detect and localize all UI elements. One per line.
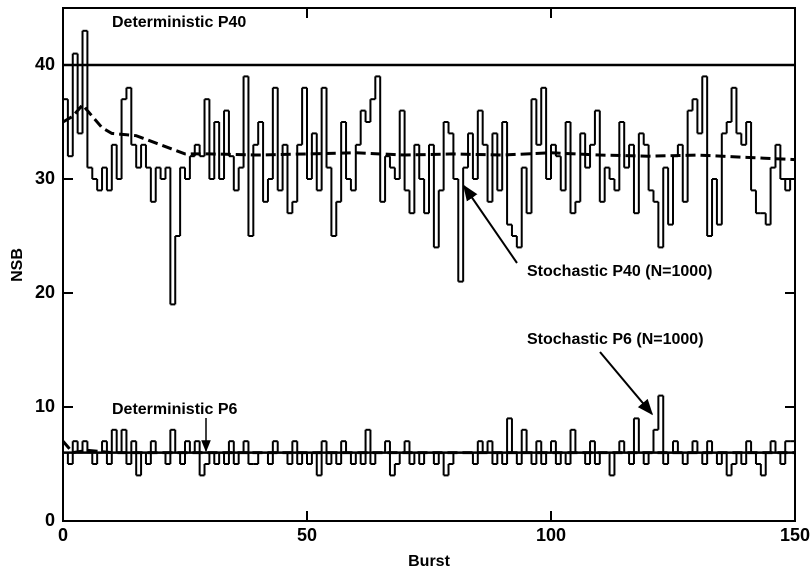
arrow <box>599 351 654 416</box>
y-tick-label: 30 <box>35 168 55 188</box>
x-axis-label: Burst <box>408 553 450 570</box>
y-tick-label: 10 <box>35 396 55 416</box>
series-label: Stochastic P6 (N=1000) <box>527 331 704 348</box>
running-mean-line <box>62 102 796 162</box>
y-tick-label: 0 <box>45 510 55 530</box>
plot-frame <box>62 7 796 522</box>
y-tick-label: 40 <box>35 54 55 74</box>
x-tick-label: 100 <box>536 525 566 545</box>
series-label: Deterministic P40 <box>112 14 246 31</box>
running-mean-line <box>61 440 795 455</box>
series-label: Deterministic P6 <box>112 401 237 418</box>
y-tick-label: 20 <box>35 282 55 302</box>
arrow <box>463 184 518 264</box>
series-label: Stochastic P40 (N=1000) <box>527 263 712 280</box>
x-tick-label: 0 <box>58 525 68 545</box>
y-axis-label: NSB <box>9 248 26 282</box>
x-tick-label: 50 <box>297 525 317 545</box>
x-tick-label: 150 <box>780 525 810 545</box>
